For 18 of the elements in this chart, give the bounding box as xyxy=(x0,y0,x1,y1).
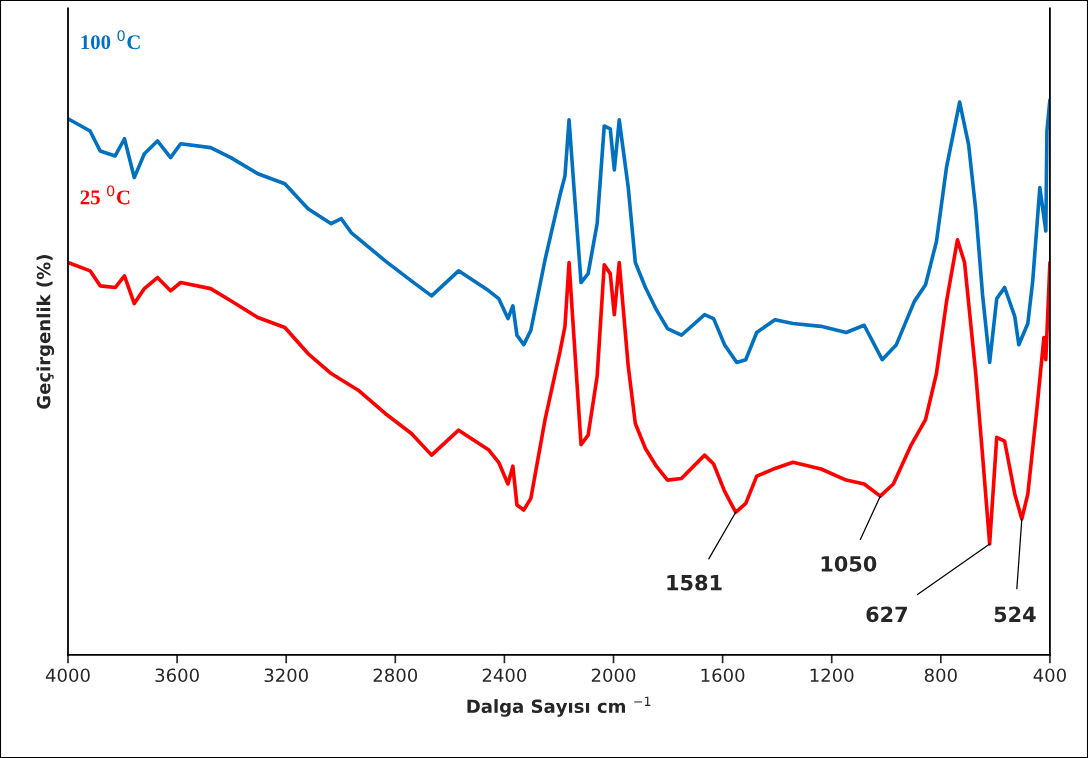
x-tick-label: 800 xyxy=(924,668,957,683)
x-tick-label: 2800 xyxy=(373,668,418,683)
x-tick-label: 1200 xyxy=(810,668,854,683)
x-tick-label: 4000 xyxy=(45,668,90,683)
annotation: 1581 xyxy=(667,574,722,591)
y-axis-title: Geçirgenlik (%) xyxy=(36,255,55,409)
x-tick-label: 3200 xyxy=(264,668,308,683)
annotation: 627 xyxy=(866,606,907,623)
text: 25 $^{0}$C xyxy=(80,185,130,205)
x-tick-label: 1600 xyxy=(701,668,745,683)
x-axis-title: Dalga Sayısı cm $^{−1}$ xyxy=(467,696,651,717)
annotation: 1050 xyxy=(821,555,877,572)
x-tick-label: 3600 xyxy=(155,668,199,683)
text: 100 $^{0}$C xyxy=(81,30,140,50)
x-tick-label: 400 xyxy=(1033,668,1066,683)
x-tick-label: 2000 xyxy=(591,668,636,683)
x-tick-label: 2400 xyxy=(482,668,527,683)
annotation: 524 xyxy=(994,606,1036,623)
